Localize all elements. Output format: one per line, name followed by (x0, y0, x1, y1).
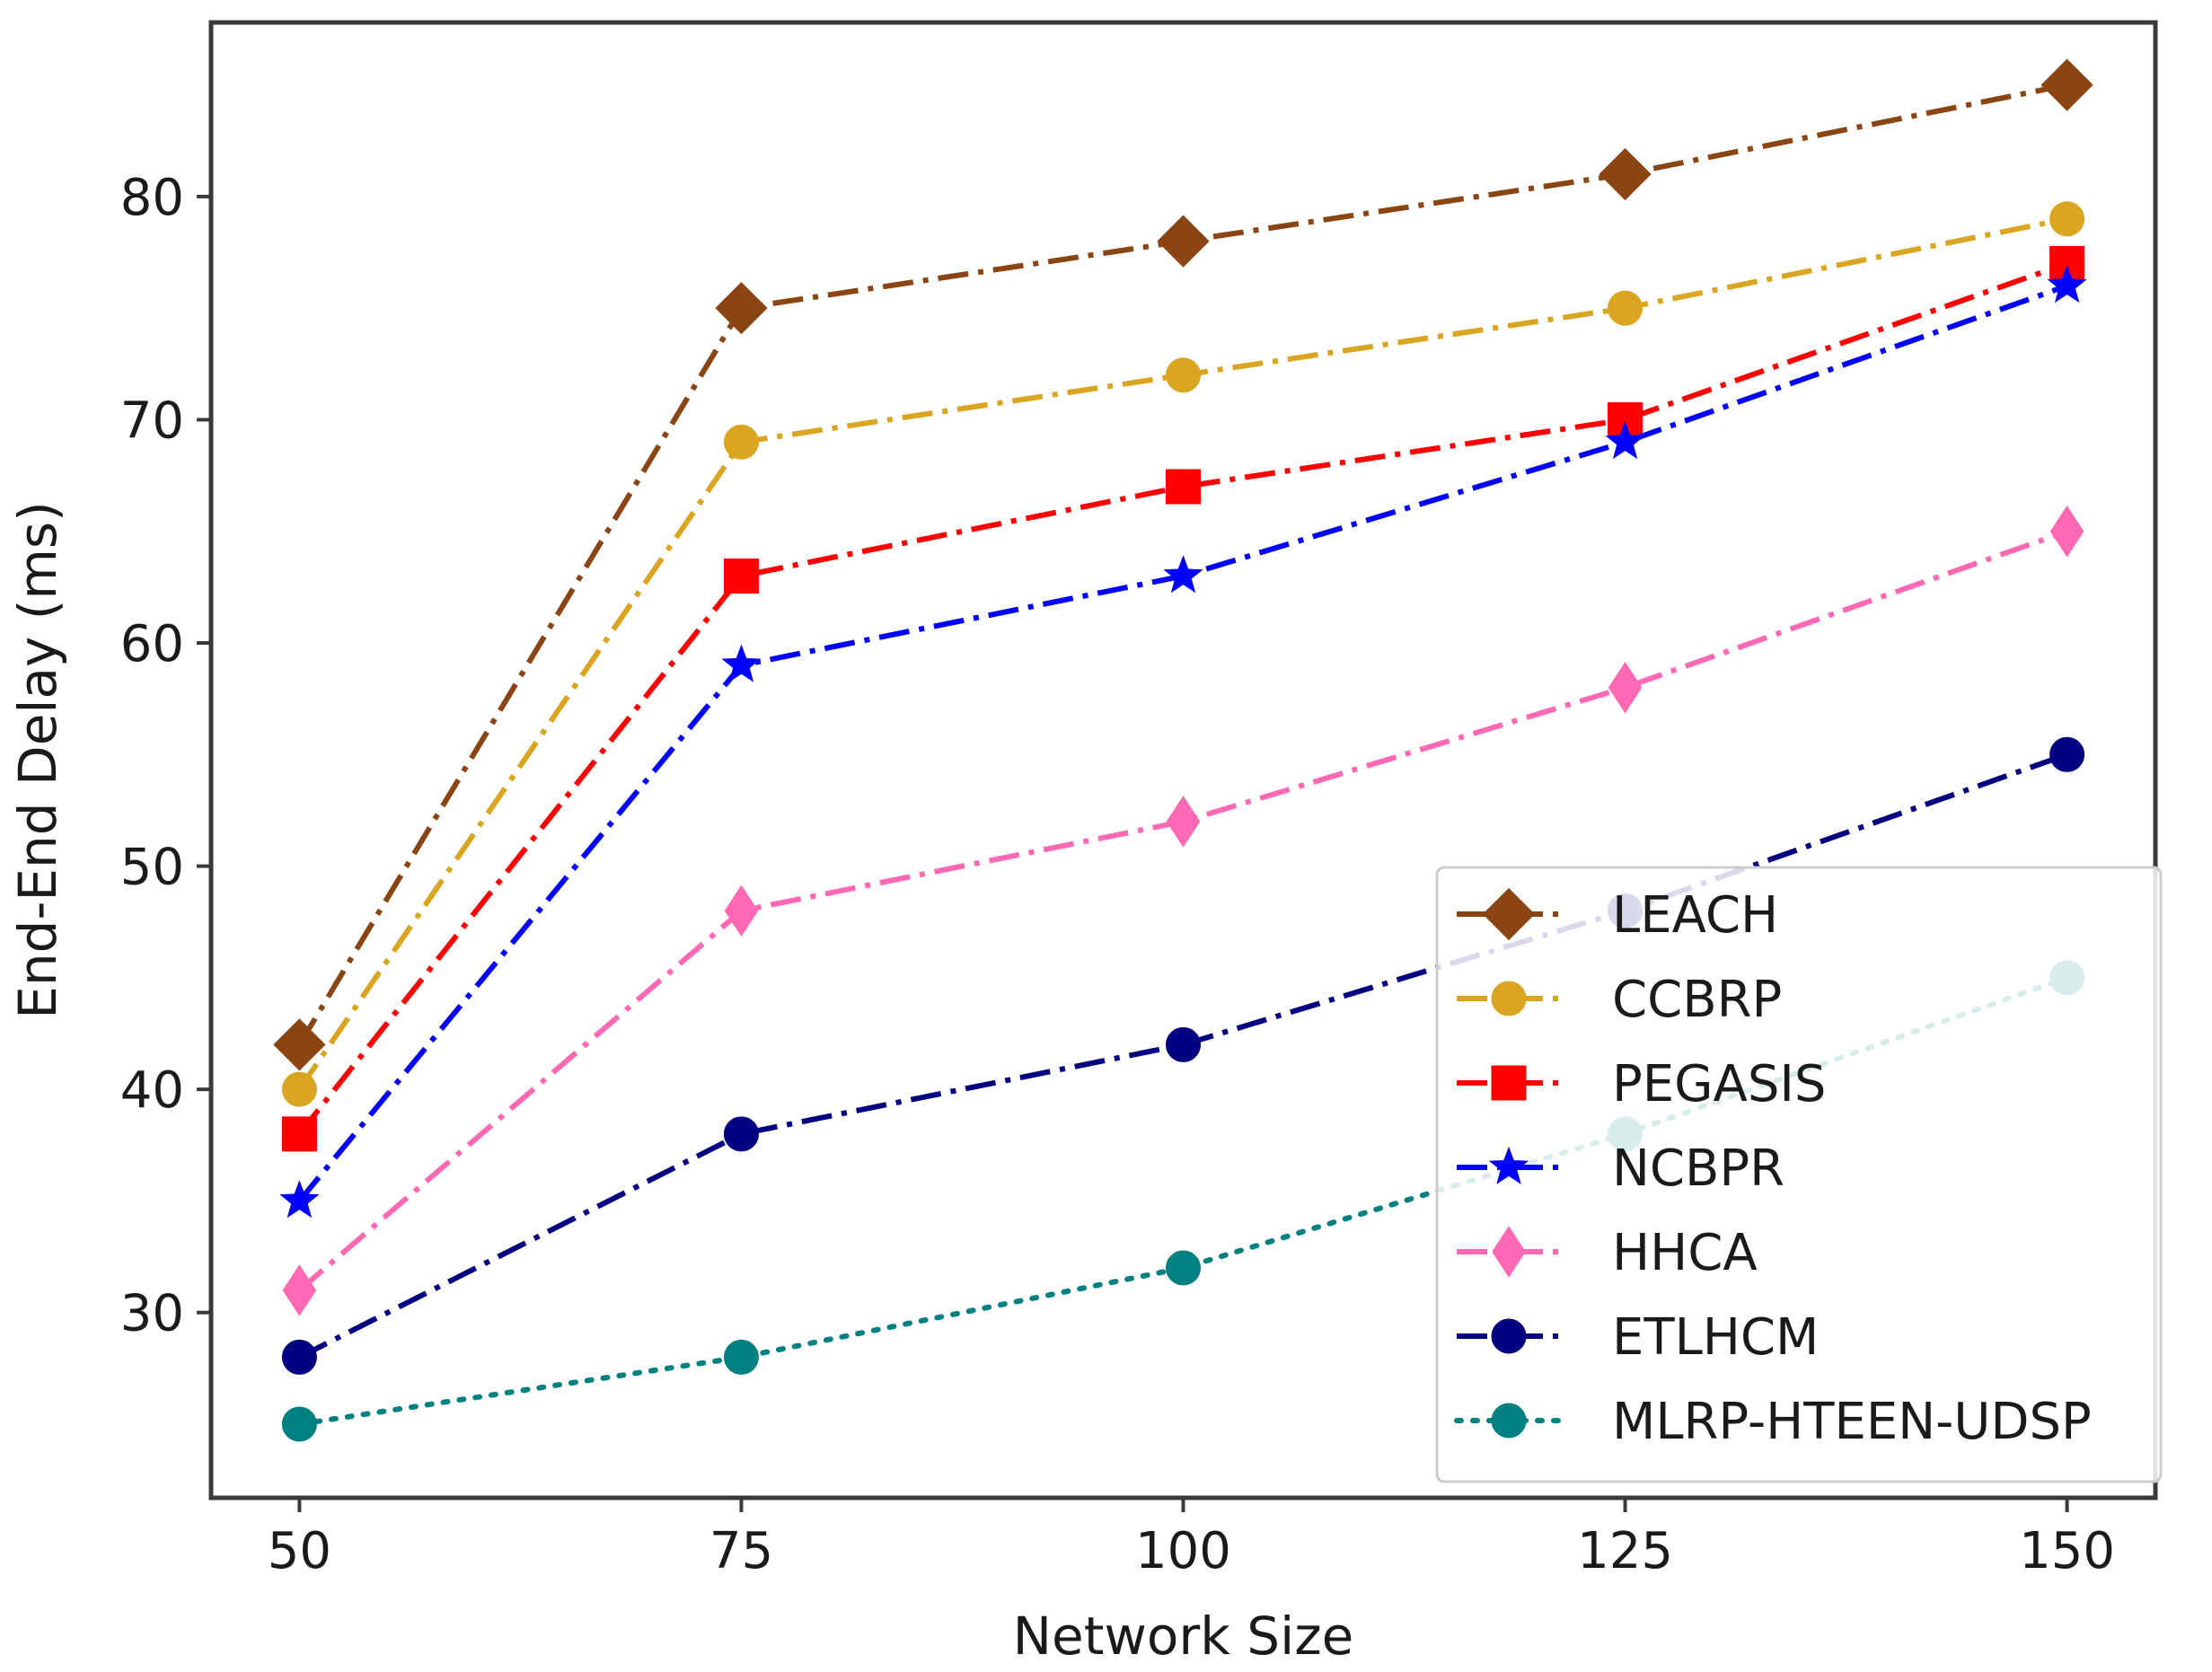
data-point (279, 1180, 320, 1219)
y-tick-label: 80 (120, 169, 184, 227)
data-point (721, 644, 762, 682)
y-tick-label: 60 (120, 615, 184, 673)
data-point (281, 1116, 317, 1152)
data-point (282, 1264, 317, 1316)
y-axis-label: End-End Delay (ms) (7, 501, 68, 1019)
legend-item: MLRP-HTEEN-UDSP (1454, 1393, 2092, 1451)
x-tick-label: 125 (1577, 1522, 1673, 1580)
data-point (281, 1071, 317, 1107)
legend-item: CCBRP (1457, 971, 1782, 1029)
legend-marker (1491, 1065, 1527, 1101)
x-tick-label: 75 (709, 1522, 773, 1580)
legend-label: ETLHCM (1612, 1308, 1819, 1367)
legend-items: LEACH CCBRP PEGASIS NCBPR HHCA ETLHCM MLRP-HTE… (1454, 886, 2092, 1451)
data-point (273, 1018, 326, 1071)
data-point (2040, 58, 2093, 111)
data-point (1166, 357, 1201, 393)
series-ccbrp (281, 201, 2085, 1107)
legend-item: HHCA (1457, 1224, 1758, 1282)
legend-label: LEACH (1612, 886, 1778, 945)
data-point (723, 1116, 759, 1152)
legend-marker (1491, 1403, 1527, 1439)
data-point (1166, 1250, 1201, 1286)
data-point (1166, 796, 1201, 848)
data-point (1599, 147, 1652, 201)
series-line (296, 974, 2070, 1427)
data-point (281, 1339, 317, 1375)
data-point (1166, 469, 1201, 505)
series-line (297, 283, 2068, 1203)
data-point (2049, 736, 2085, 772)
series-leach (273, 58, 2093, 1071)
legend-label: HHCA (1612, 1224, 1758, 1282)
series-ncbpr (279, 265, 2087, 1219)
data-point (715, 282, 768, 335)
data-point (1605, 421, 1645, 460)
x-tick-label: 50 (268, 1522, 331, 1580)
legend-item: ETLHCM (1457, 1308, 1819, 1367)
data-point (1608, 661, 1643, 714)
series-layer (273, 58, 2093, 1442)
ticks-layer: 50 75 100 125 150 30 40 50 60 70 80 (120, 169, 2115, 1580)
x-tick-label: 100 (1135, 1522, 1231, 1580)
data-point (1608, 290, 1644, 326)
data-point (2049, 201, 2085, 237)
data-point (2047, 265, 2087, 304)
data-point (2049, 505, 2084, 558)
y-tick-label: 70 (120, 392, 184, 450)
legend-label: PEGASIS (1612, 1055, 1826, 1113)
series-line (298, 752, 2068, 1360)
y-tick-label: 50 (120, 839, 184, 897)
data-point (281, 1406, 317, 1442)
data-point (723, 558, 759, 594)
x-axis-label: Network Size (1013, 1606, 1354, 1667)
legend-item: PEGASIS (1457, 1055, 1826, 1113)
series-hhca (282, 505, 2084, 1316)
legend-marker (1492, 1226, 1526, 1278)
series-line (297, 260, 2068, 1136)
x-tick-label: 150 (2019, 1522, 2115, 1580)
legend-item: LEACH (1457, 886, 1778, 945)
legend-label: NCBPR (1612, 1140, 1785, 1198)
data-point (724, 884, 759, 937)
y-tick-label: 30 (120, 1285, 184, 1343)
data-point (723, 424, 759, 460)
legend-box (1435, 866, 2163, 1483)
y-tick-label: 40 (120, 1061, 184, 1120)
data-point (1166, 1026, 1201, 1062)
legend-label: CCBRP (1612, 971, 1782, 1029)
legend-item: NCBPR (1457, 1140, 1785, 1198)
data-point (1163, 555, 1203, 594)
legend-label: MLRP-HTEEN-UDSP (1612, 1393, 2092, 1451)
legend-marker (1491, 981, 1527, 1016)
data-point (723, 1339, 759, 1375)
legend-marker (1488, 1146, 1529, 1184)
legend-marker (1482, 887, 1536, 941)
legend-marker (1491, 1318, 1527, 1354)
legend: LEACH CCBRP PEGASIS NCBPR HHCA ETLHCM MLRP-HTE… (1435, 866, 2163, 1483)
data-point (1157, 215, 1210, 268)
